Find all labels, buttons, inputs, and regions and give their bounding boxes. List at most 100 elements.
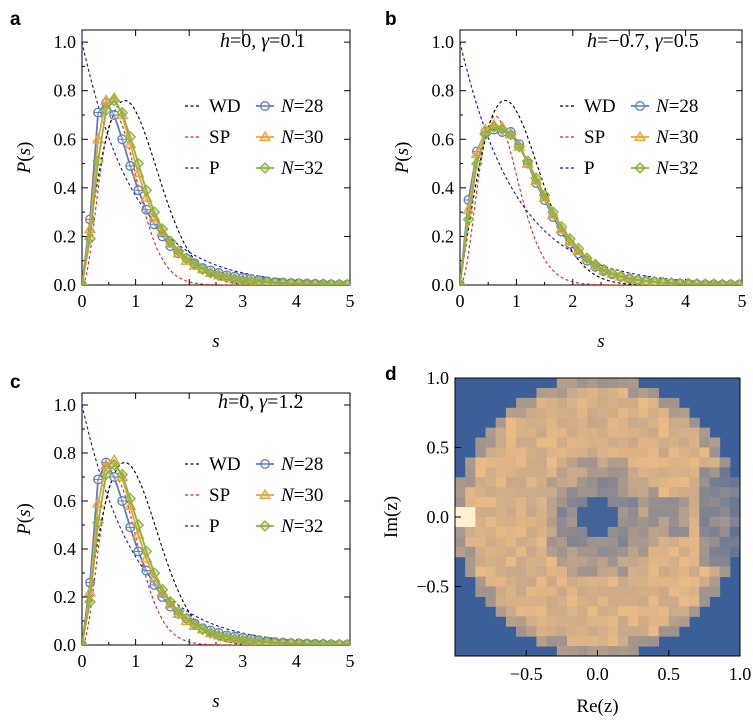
series-n32-point [140, 545, 153, 558]
heatmap-cell [617, 596, 629, 607]
heatmap-cell [485, 556, 497, 568]
heatmap-cell [678, 616, 690, 627]
legend-n-var: N [655, 96, 670, 117]
heatmap-cell [607, 566, 619, 578]
heatmap-cell [485, 576, 497, 587]
heatmap-cell [638, 467, 649, 478]
heatmap-cell [516, 586, 527, 597]
y-axis-label-part: ( [392, 155, 413, 161]
series-n32-point [487, 121, 500, 134]
heatmap-cell [556, 447, 568, 458]
heatmap-cell [455, 497, 466, 508]
annotation-part: γ [259, 391, 268, 413]
heatmap-cell [556, 526, 568, 538]
x-tick-label: 5 [738, 291, 747, 311]
heatmap-cell [699, 497, 710, 508]
panel-b: b0 1 2 3 4 50.00.20.40.60.81.0sP(s)h=−0.7, γ=… [385, 9, 747, 352]
heatmap-cell [699, 477, 710, 488]
heatmap-cell [709, 526, 721, 538]
heatmap-cell [699, 546, 710, 558]
y-tick-label: 0.4 [54, 539, 77, 559]
heatmap-cell [566, 427, 578, 439]
plot-frame [459, 29, 743, 286]
heatmap-cell [546, 407, 558, 419]
heatmap-cell [536, 497, 548, 508]
heatmap-cell [566, 407, 578, 419]
heatmap-cell [465, 556, 476, 568]
heatmap-cell [475, 536, 487, 548]
heatmap-cell [658, 606, 670, 617]
heatmap-cell [678, 477, 690, 488]
heatmap-cell [536, 586, 548, 597]
heatmap-cell [607, 616, 619, 627]
heatmap-cell [566, 536, 578, 548]
legend-n-label: N=30 [655, 127, 698, 148]
heatmap-cell [495, 517, 507, 528]
heatmap-cell [597, 596, 609, 607]
series-n32-point [228, 272, 241, 285]
heatmap-cell [699, 507, 710, 518]
legend-wd-label: WD [209, 454, 241, 475]
heatmap-cell [455, 526, 466, 538]
heatmap-cell [536, 507, 548, 518]
heatmap-cell [678, 576, 690, 587]
heatmap-cell [505, 447, 517, 458]
heatmap-cell [699, 517, 710, 528]
heatmap-cell [475, 586, 487, 597]
heatmap-cell [597, 427, 609, 439]
heatmap-cell [505, 517, 517, 528]
heatmap-cell [638, 566, 649, 578]
heatmap-cell [577, 526, 588, 538]
panel-a: a0 1 2 3 4 50.00.20.40.60.81.0sP(s)h=0, γ=0.1… [10, 9, 355, 352]
heatmap-cell [546, 556, 558, 568]
heatmap-cell [587, 526, 598, 538]
heatmap-cell [546, 576, 558, 587]
heatmap-cell [587, 477, 598, 488]
heatmap-cell [658, 407, 670, 419]
heatmap-cell [617, 546, 629, 558]
series-n32-point [301, 638, 314, 645]
heatmap-cell [566, 507, 578, 518]
heatmap-cell [505, 407, 517, 419]
series-n32-point [236, 634, 249, 645]
heatmap-cell [638, 387, 649, 399]
heatmap-cell [587, 447, 598, 458]
panel-annotation: h=0, γ=1.2 [218, 391, 303, 413]
heatmap-cell [485, 586, 497, 597]
heatmap-cell [709, 536, 721, 548]
heatmap-cell [556, 457, 568, 468]
y-tick-label: 1.0 [54, 395, 77, 415]
x-tick-label: 1 [512, 291, 521, 311]
heatmap-cell [729, 526, 741, 538]
heatmap-cell [658, 507, 670, 518]
heatmap-cell [617, 576, 629, 587]
heatmap-cell [536, 427, 548, 439]
heatmap-cell [648, 636, 660, 647]
heatmap-cell [668, 507, 680, 518]
heatmap-cell [689, 467, 700, 478]
heatmap-cell [536, 387, 548, 399]
heatmap-cell [689, 437, 700, 448]
heatmap-cell [566, 457, 578, 468]
legend-n-var: N [655, 158, 670, 179]
heatmap-cell [526, 497, 537, 508]
heatmap-cell [617, 397, 629, 409]
heatmap-cell [597, 576, 609, 587]
heatmap-cell [638, 437, 649, 448]
series-n32-point [496, 123, 509, 136]
heatmap-cell [638, 536, 649, 548]
p-curve [460, 41, 742, 284]
heatmap-cell [719, 546, 731, 558]
series-n32-point [244, 635, 257, 645]
heatmap-cell [699, 556, 710, 568]
heatmap-cell [709, 467, 721, 478]
heatmap-cell [536, 536, 548, 548]
heatmap-cell [546, 487, 558, 498]
heatmap-cell [556, 606, 568, 617]
heatmap-cell [658, 447, 670, 458]
heatmap-cell [475, 546, 487, 558]
heatmap-cell [566, 378, 578, 389]
series-n32-point [180, 252, 193, 265]
heatmap-cell [495, 576, 507, 587]
